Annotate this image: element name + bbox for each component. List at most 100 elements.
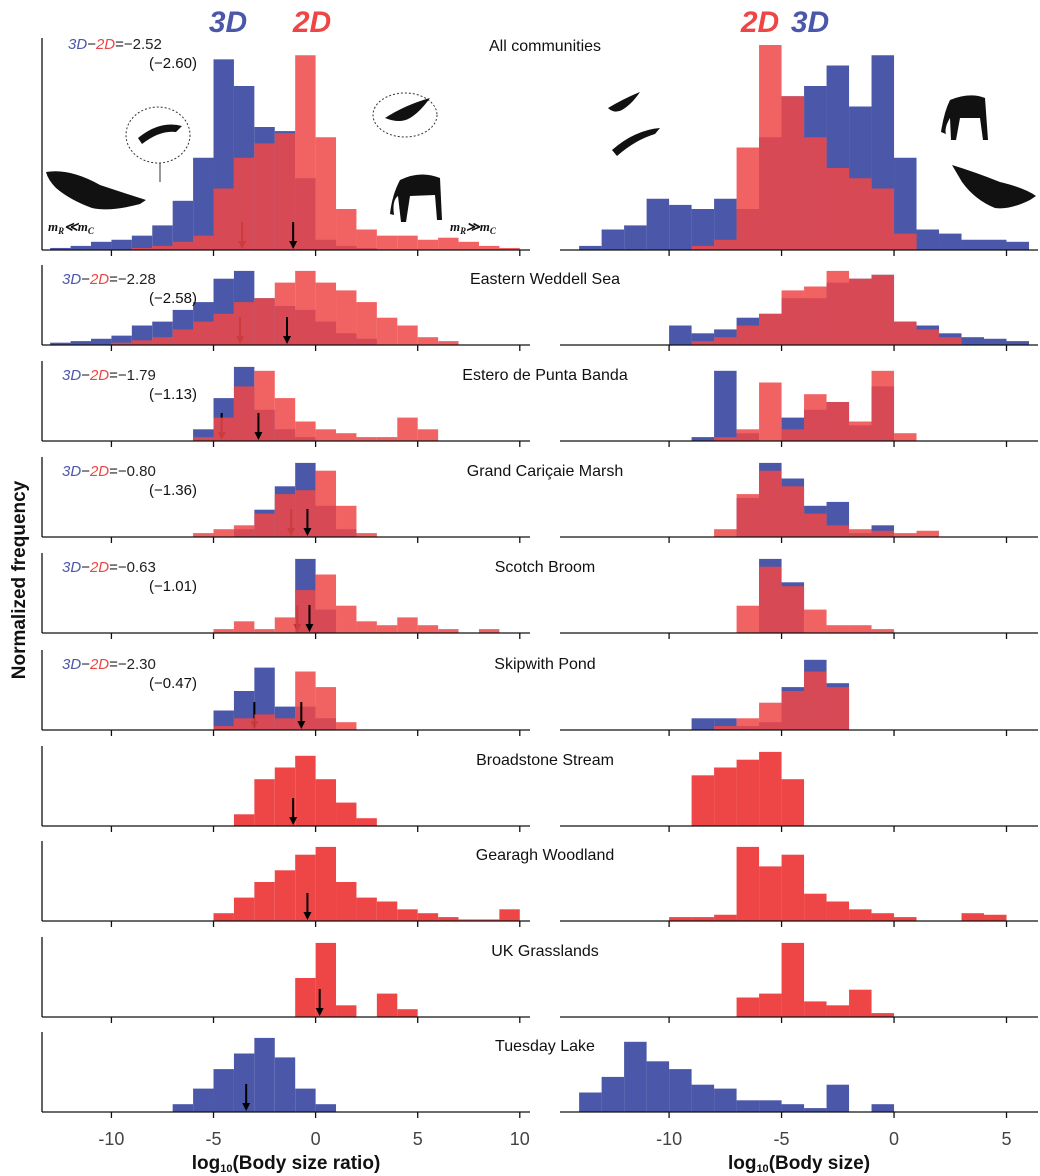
bar (295, 271, 315, 345)
bar (316, 687, 336, 730)
bar (737, 429, 759, 441)
x-tick-label: 0 (889, 1129, 899, 1149)
annotation-part: − (81, 367, 90, 384)
bar (917, 230, 939, 251)
annotation-part: − (81, 559, 90, 576)
x-axis-label-part: 10 (220, 1163, 232, 1175)
annotation-part: 3D (62, 559, 81, 576)
x-axis-label-part: (Body size ratio) (232, 1153, 380, 1174)
bar (984, 915, 1006, 921)
bar (214, 529, 234, 537)
x-tick-label: -5 (206, 1129, 222, 1149)
bar (827, 1005, 849, 1017)
bar (275, 1057, 295, 1112)
bar (336, 882, 356, 921)
x-tick-label: 10 (510, 1129, 530, 1149)
bar (336, 209, 356, 250)
x-axis-label-part: log (192, 1153, 221, 1174)
annotation: 3D−2D=−0.63 (62, 559, 156, 576)
bar (356, 621, 376, 633)
bar (275, 133, 295, 250)
bar (984, 339, 1006, 345)
bar (714, 240, 736, 250)
bar (782, 779, 804, 826)
bar (939, 234, 961, 250)
bar (397, 326, 417, 346)
bar (356, 818, 376, 826)
bar (193, 322, 213, 345)
bar (234, 386, 254, 441)
note-part: m (48, 219, 58, 234)
bar (418, 240, 438, 250)
bar (254, 714, 274, 730)
annotation-part: 2D (89, 367, 109, 384)
bar (336, 1005, 356, 1017)
bar (377, 902, 397, 922)
annotation-part: 3D (68, 36, 87, 53)
bar (418, 625, 438, 633)
bar (782, 290, 804, 345)
bar (737, 847, 759, 921)
bar (356, 898, 376, 921)
bar (316, 779, 336, 826)
bar (295, 422, 315, 442)
bar (418, 429, 438, 441)
bar (827, 687, 849, 730)
bar (214, 913, 234, 921)
bar (759, 1100, 781, 1112)
bar (872, 275, 894, 345)
panel-title: Grand Cariçaie Marsh (467, 463, 624, 480)
annotation: 3D−2D=−2.30 (62, 656, 156, 673)
bar (193, 1089, 213, 1112)
bar (849, 625, 871, 633)
bar (316, 137, 336, 250)
bar (782, 943, 804, 1017)
bar (214, 189, 234, 251)
bar (295, 590, 315, 633)
shrimp-icon (138, 125, 182, 145)
bar (275, 494, 295, 537)
bar (377, 994, 397, 1017)
bar (275, 718, 295, 730)
annotation-note: (−1.13) (149, 386, 197, 403)
bar (872, 1104, 894, 1112)
bar (336, 290, 356, 345)
bar (254, 779, 274, 826)
bar (234, 814, 254, 826)
bar (894, 234, 916, 250)
bar (962, 240, 984, 250)
note-part: m (450, 219, 460, 234)
panel-title: Broadstone Stream (476, 752, 614, 769)
bar (397, 236, 417, 250)
panel-title: Gearagh Woodland (476, 847, 614, 864)
bar (894, 322, 916, 345)
bar (336, 433, 356, 441)
annotation: 3D−2D=−0.80 (62, 463, 156, 480)
bar (759, 383, 781, 442)
panel-title: Tuesday Lake (495, 1038, 595, 1055)
bar (692, 209, 714, 250)
x-tick-label: 5 (1002, 1129, 1012, 1149)
panel-title: UK Grasslands (491, 943, 599, 960)
bar (804, 1001, 826, 1017)
bar (275, 870, 295, 921)
deer-icon (941, 95, 988, 140)
bar (316, 471, 336, 537)
bar (193, 236, 213, 250)
bar (234, 621, 254, 633)
panel-title: Eastern Weddell Sea (470, 271, 620, 288)
panel-title: Estero de Punta Banda (462, 367, 628, 384)
bar (714, 529, 736, 537)
bar (827, 525, 849, 537)
bar (295, 855, 315, 921)
bar (295, 978, 315, 1017)
annotation-note: (−1.01) (149, 578, 197, 595)
note-part: R (459, 226, 466, 236)
annotation-part: 2D (89, 559, 109, 576)
bar (173, 242, 193, 250)
bar (418, 913, 438, 921)
bird-icon (608, 92, 640, 112)
bar (397, 418, 417, 441)
bar (624, 1042, 646, 1112)
bar (316, 847, 336, 921)
